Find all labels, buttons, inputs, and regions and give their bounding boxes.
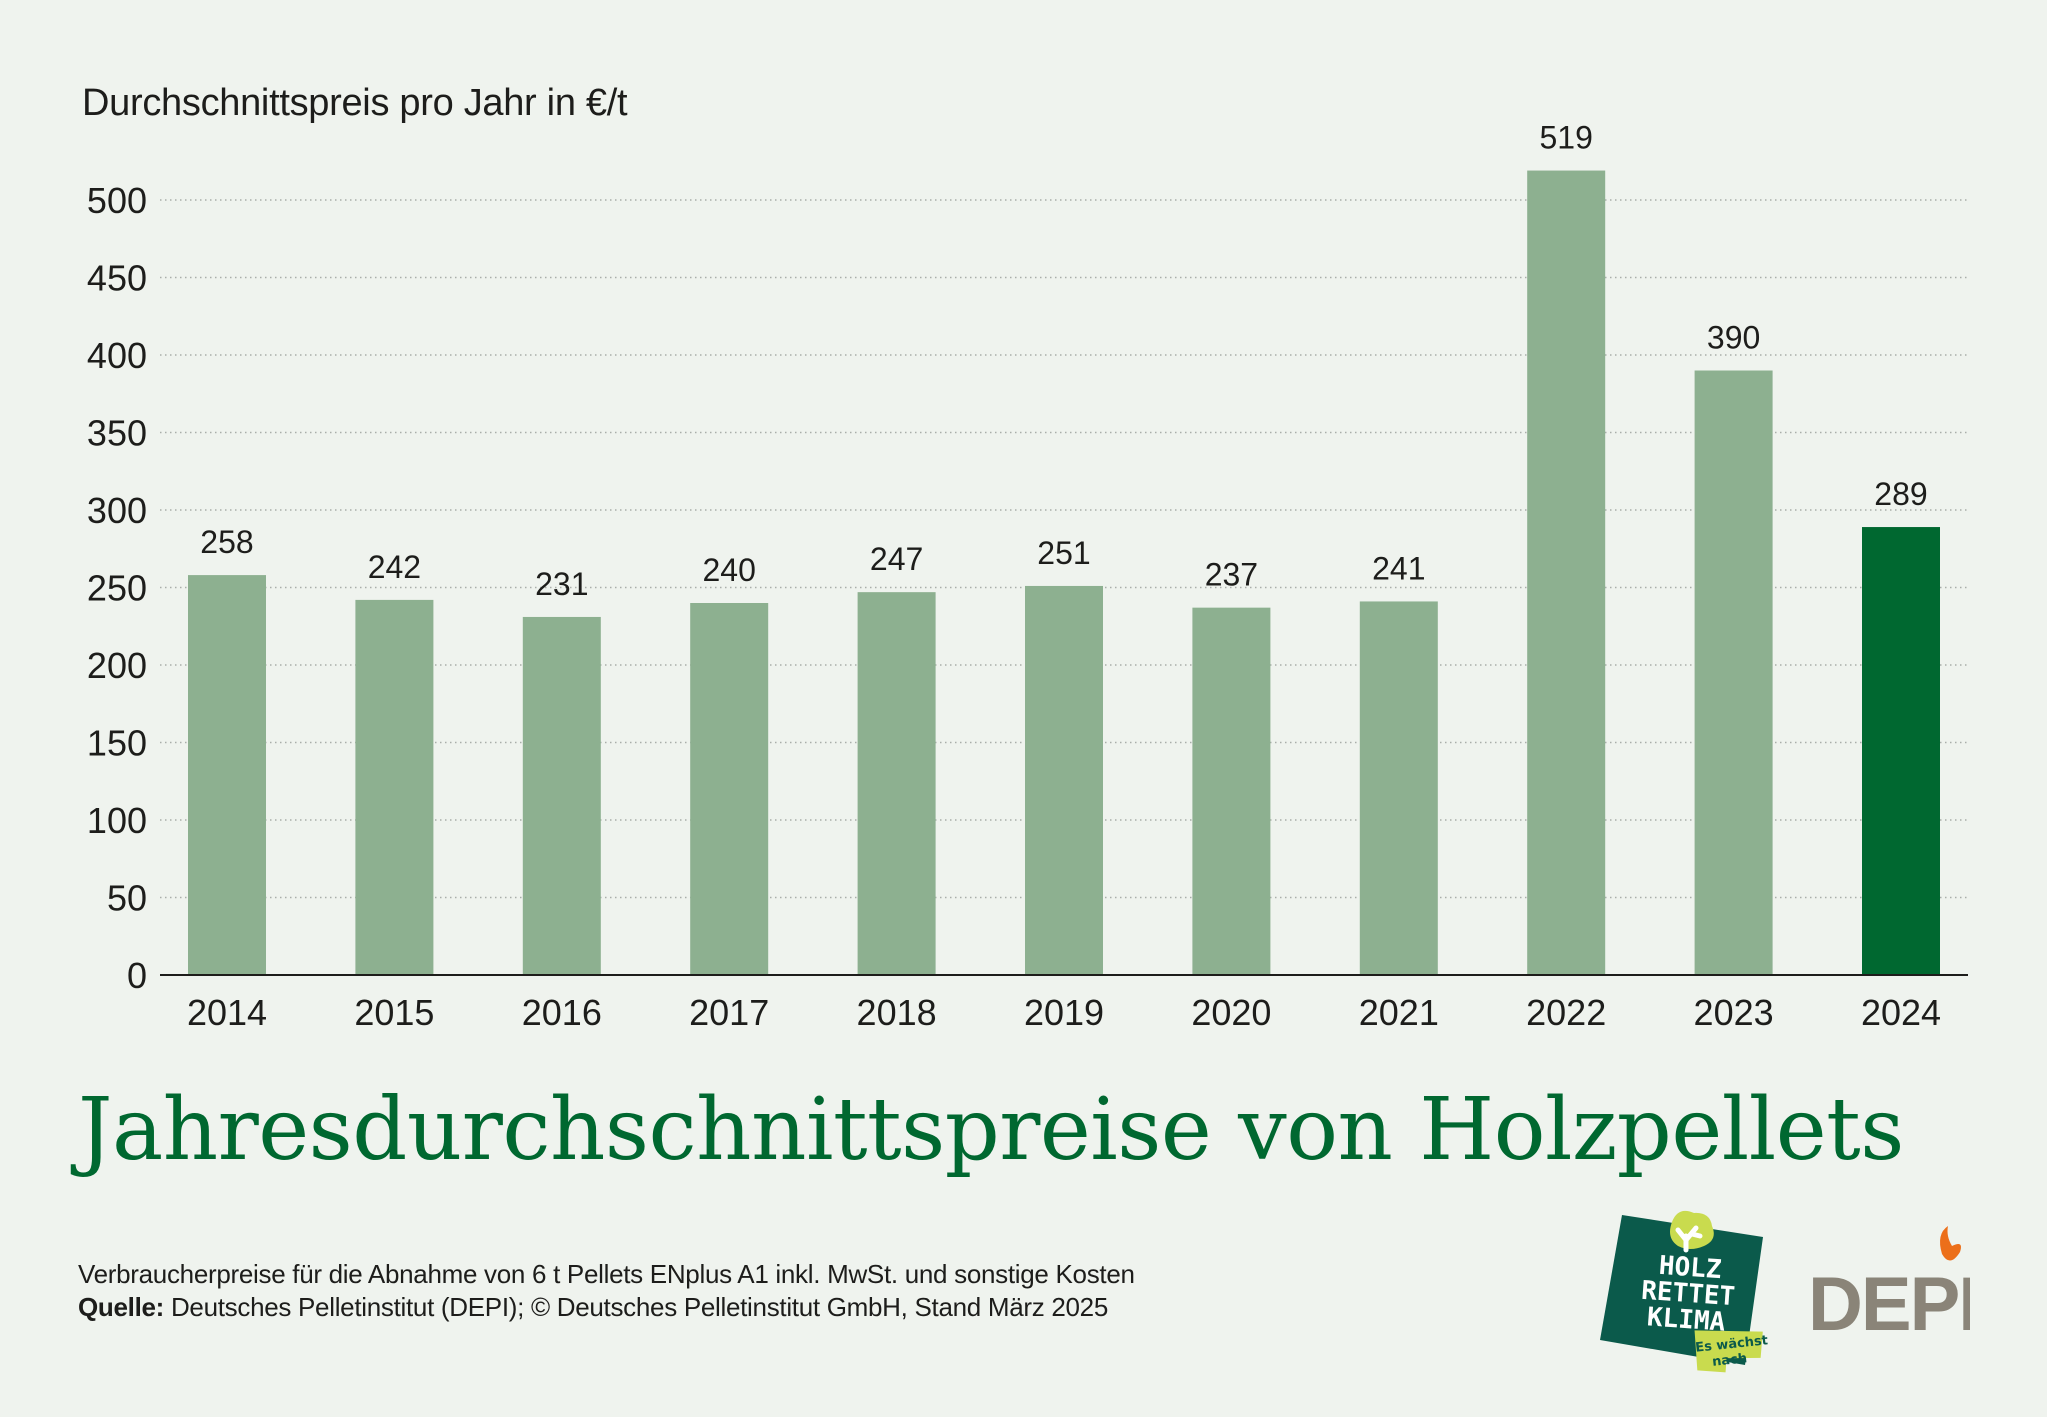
footnote: Verbraucherpreise für die Abnahme von 6 … xyxy=(78,1258,1135,1324)
y-axis-title: Durchschnittspreis pro Jahr in €/t xyxy=(82,82,628,124)
logo-tagline-2: nach xyxy=(1711,1351,1747,1370)
data-label-2017: 240 xyxy=(703,552,756,588)
data-label-2022: 519 xyxy=(1540,120,1593,156)
bar-2014 xyxy=(188,575,266,975)
y-tick-label: 150 xyxy=(87,723,147,764)
bar-2018 xyxy=(857,592,936,975)
data-label-2024: 289 xyxy=(1874,476,1927,512)
data-label-2023: 390 xyxy=(1707,320,1760,356)
depi-wordmark: DEPI xyxy=(1808,1262,1970,1340)
y-tick-label: 100 xyxy=(87,800,147,841)
grid-lines xyxy=(160,199,1968,899)
data-label-2020: 237 xyxy=(1205,557,1258,593)
bar-2015 xyxy=(355,599,434,975)
x-tick-label-2022: 2022 xyxy=(1526,992,1606,1033)
x-tick-label-2015: 2015 xyxy=(354,992,434,1033)
bar-2021 xyxy=(1359,601,1438,975)
x-tick-label-2014: 2014 xyxy=(187,992,267,1033)
data-label-2016: 231 xyxy=(535,566,588,602)
x-tick-label-2021: 2021 xyxy=(1359,992,1439,1033)
depi-logo: DEPI xyxy=(1808,1226,1970,1340)
y-tick-label: 500 xyxy=(87,180,147,221)
source-text: Deutsches Pelletinstitut (DEPI); © Deuts… xyxy=(164,1292,1108,1322)
y-tick-label: 400 xyxy=(87,335,147,376)
tagline-badge xyxy=(1694,1330,1763,1373)
bar-2024 xyxy=(1862,527,1940,975)
data-label-2018: 247 xyxy=(870,541,923,577)
x-tick-label-2017: 2017 xyxy=(689,992,769,1033)
logo-background-shape xyxy=(1600,1215,1763,1365)
data-label-2019: 251 xyxy=(1037,535,1090,571)
bar-2017 xyxy=(690,603,769,975)
data-label-2021: 241 xyxy=(1372,550,1425,586)
data-label-2015: 242 xyxy=(368,549,421,585)
footnote-description: Verbraucherpreise für die Abnahme von 6 … xyxy=(78,1259,1135,1289)
holz-rettet-klima-logo: HOLZ RETTET KLIMA Es wächst nach xyxy=(1600,1210,1769,1373)
x-tick-label-2020: 2020 xyxy=(1191,992,1271,1033)
tree-branches-icon xyxy=(1675,1225,1703,1253)
x-tick-label-2016: 2016 xyxy=(522,992,602,1033)
x-tick-label-2019: 2019 xyxy=(1024,992,1104,1033)
source-label: Quelle: xyxy=(78,1292,165,1322)
y-tick-label: 250 xyxy=(87,568,147,609)
bar-2023 xyxy=(1694,370,1773,975)
flame-icon xyxy=(1940,1226,1961,1261)
chart-title: Jahresdurchschnittspreise von Holzpellet… xyxy=(78,1080,1904,1180)
x-tick-label-2023: 2023 xyxy=(1694,992,1774,1033)
y-tick-label: 450 xyxy=(87,258,147,299)
data-label-2014: 258 xyxy=(200,524,253,560)
bar-2019 xyxy=(1025,585,1103,975)
y-tick-label: 300 xyxy=(87,490,147,531)
y-tick-label: 200 xyxy=(87,645,147,686)
y-tick-label: 350 xyxy=(87,413,147,454)
x-tick-label-2024: 2024 xyxy=(1861,992,1941,1033)
bar-2016 xyxy=(522,616,601,975)
y-tick-label: 0 xyxy=(127,955,147,996)
bar-2020 xyxy=(1192,607,1271,975)
y-tick-label: 50 xyxy=(107,878,147,919)
bar-chart: 258 242 231 240 247 251 237 241 519 390 289 0 50 100… xyxy=(87,120,1968,1033)
y-tick-labels: 0 50 100 150 200 250 300 350 400 450 500 xyxy=(87,180,147,996)
bar-2022 xyxy=(1527,170,1606,976)
logo-line-1: HOLZ xyxy=(1658,1251,1723,1285)
x-tick-labels: 2014 2015 2016 2017 2018 2019 2020 2021 2022 2023… xyxy=(187,992,1941,1033)
data-labels: 258 242 231 240 247 251 237 241 519 390 289 xyxy=(200,120,1927,602)
logo-line-2: RETTET xyxy=(1640,1276,1736,1312)
bars xyxy=(188,170,1940,976)
footnote-source: Quelle: Deutsches Pelletinstitut (DEPI);… xyxy=(78,1291,1135,1324)
x-tick-label-2018: 2018 xyxy=(857,992,937,1033)
